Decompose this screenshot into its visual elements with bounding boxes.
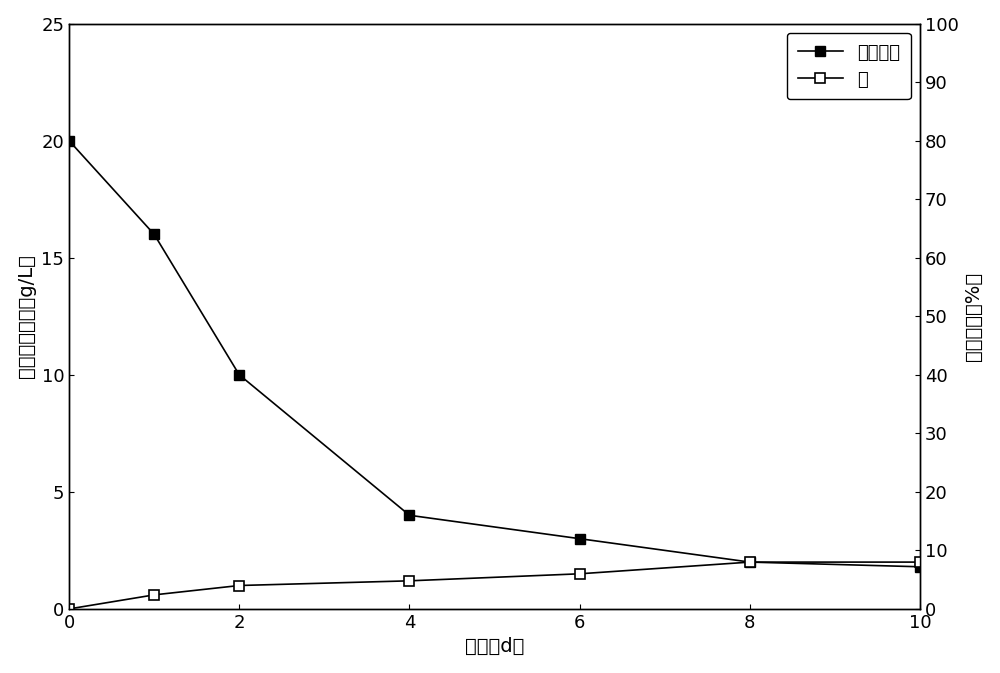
萸: [63, 605, 75, 613]
Y-axis label: 萸挥发率（%）: 萸挥发率（%）: [964, 272, 983, 361]
Y-axis label: 高锄酸钙浓度（g/L）: 高锄酸钙浓度（g/L）: [17, 254, 36, 378]
萸: [148, 591, 160, 599]
高锄酸钙: [63, 137, 75, 145]
高锄酸钙: [233, 371, 245, 379]
Line: 萸: 萸: [64, 557, 925, 614]
萸: [403, 577, 415, 585]
萸: [574, 570, 586, 578]
X-axis label: 时间（d）: 时间（d）: [465, 637, 524, 656]
高锄酸钙: [148, 230, 160, 238]
萸: [914, 558, 926, 566]
高锄酸钙: [574, 534, 586, 542]
高锄酸钙: [744, 558, 756, 566]
萸: [744, 558, 756, 566]
高锄酸钙: [403, 511, 415, 520]
Legend: 高锄酸钙, 萸: 高锄酸钙, 萸: [787, 33, 911, 100]
萸: [233, 581, 245, 590]
Line: 高锄酸钙: 高锄酸钙: [64, 136, 925, 571]
高锄酸钙: [914, 563, 926, 571]
